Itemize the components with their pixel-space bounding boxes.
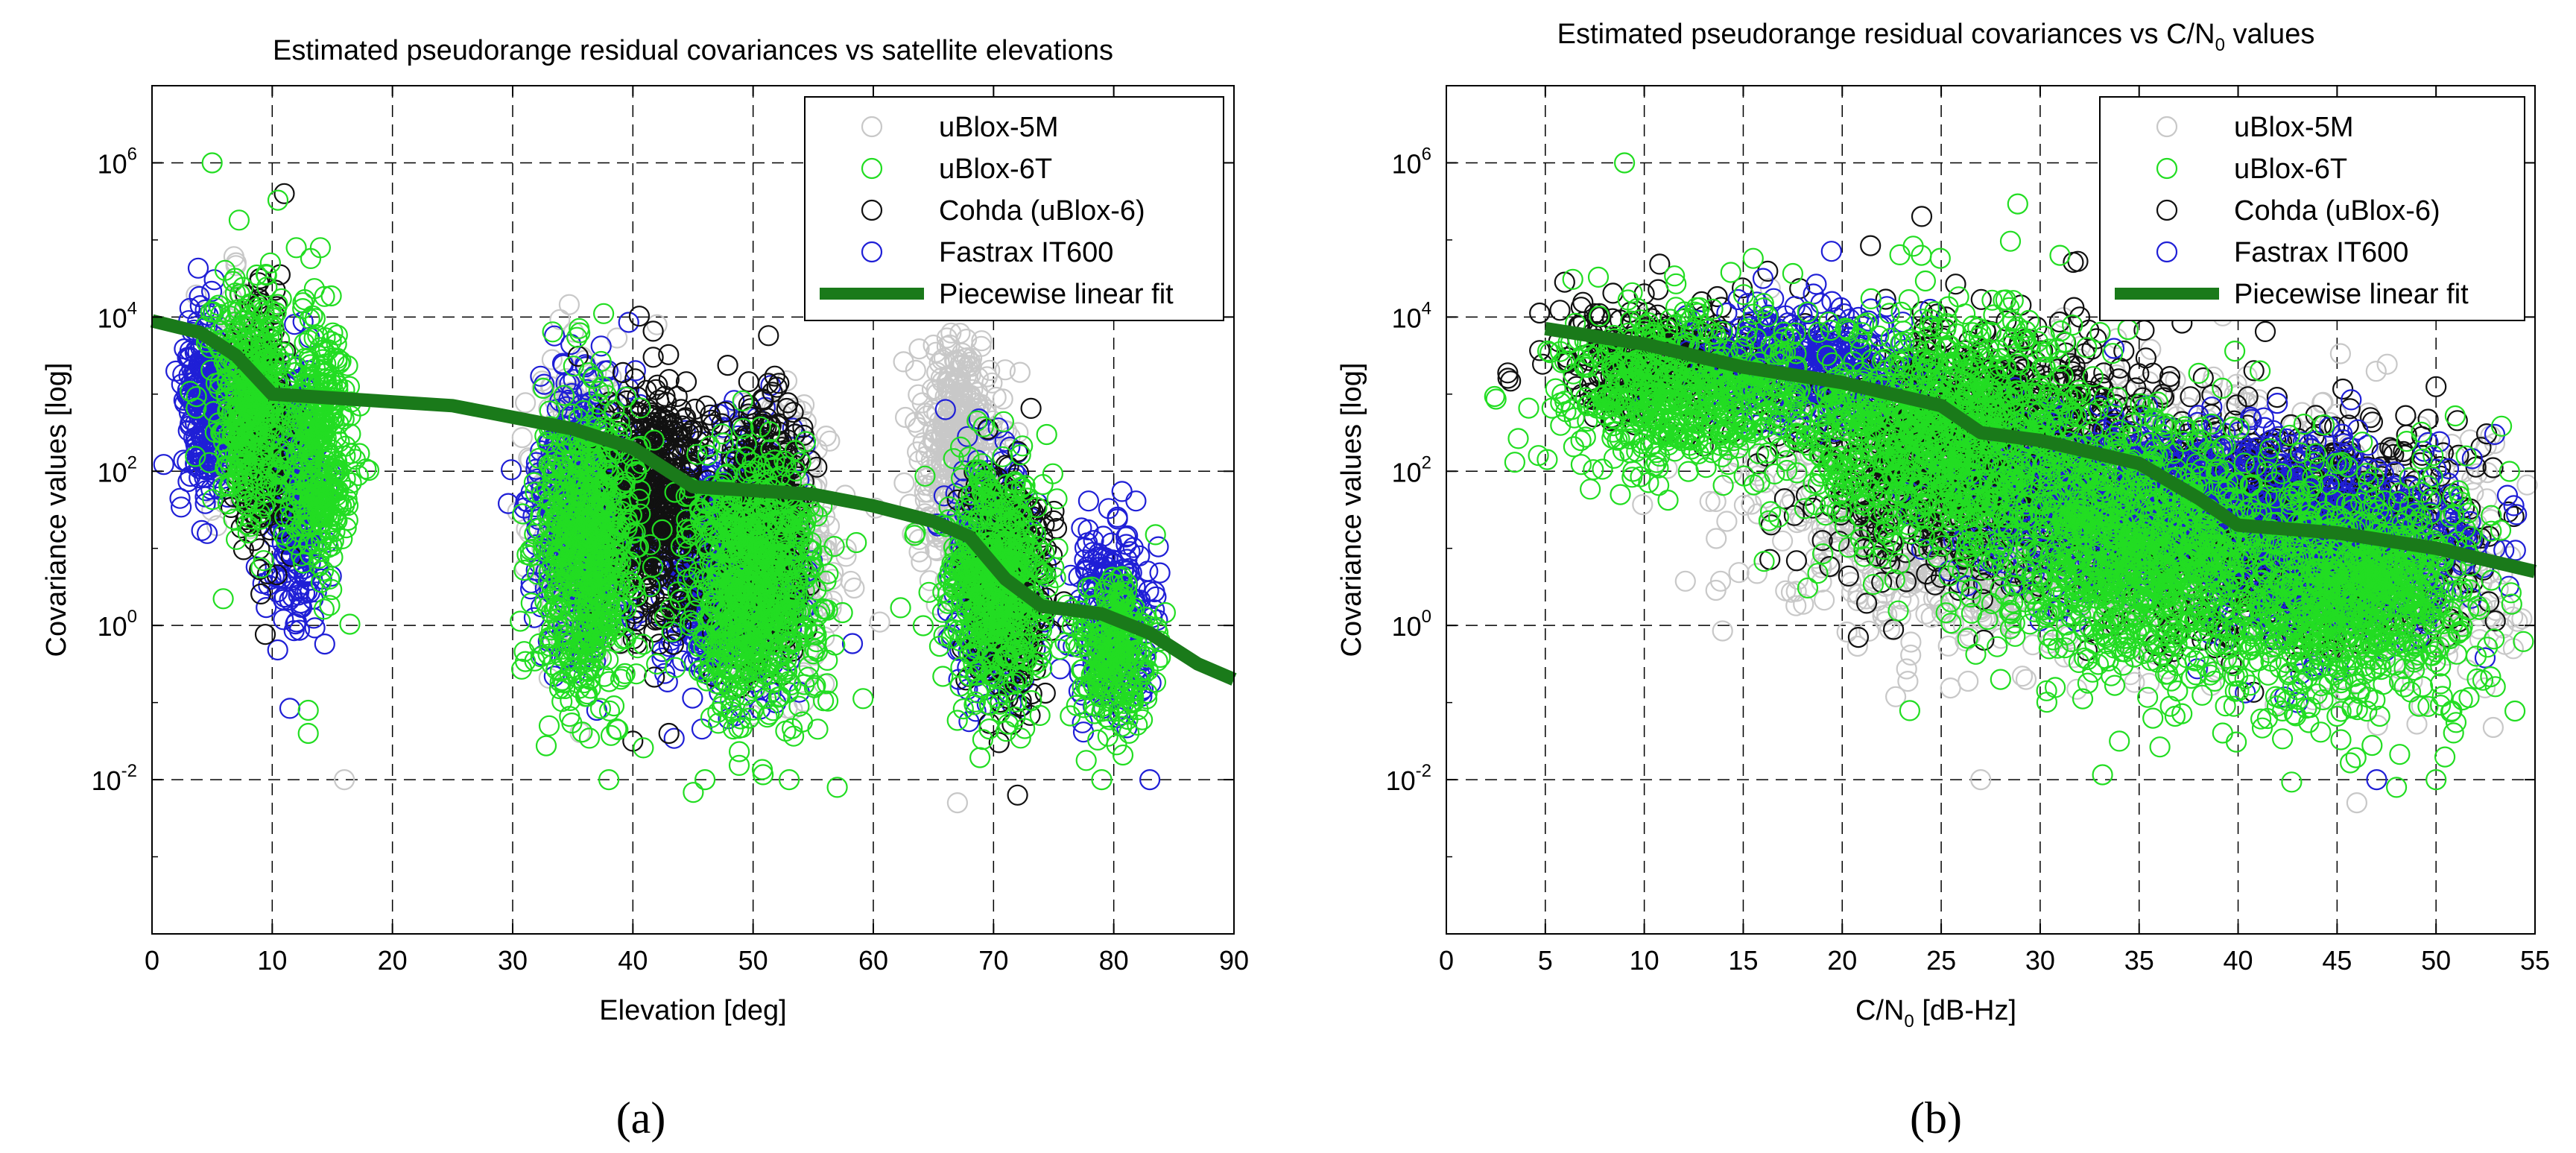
chart-a-point: [549, 309, 571, 330]
chart-a-title: Estimated pseudorange residual covarianc…: [273, 35, 1113, 66]
chart-a: Estimated pseudorange residual covarianc…: [41, 35, 1249, 1143]
chart-a-points: [153, 152, 1177, 814]
